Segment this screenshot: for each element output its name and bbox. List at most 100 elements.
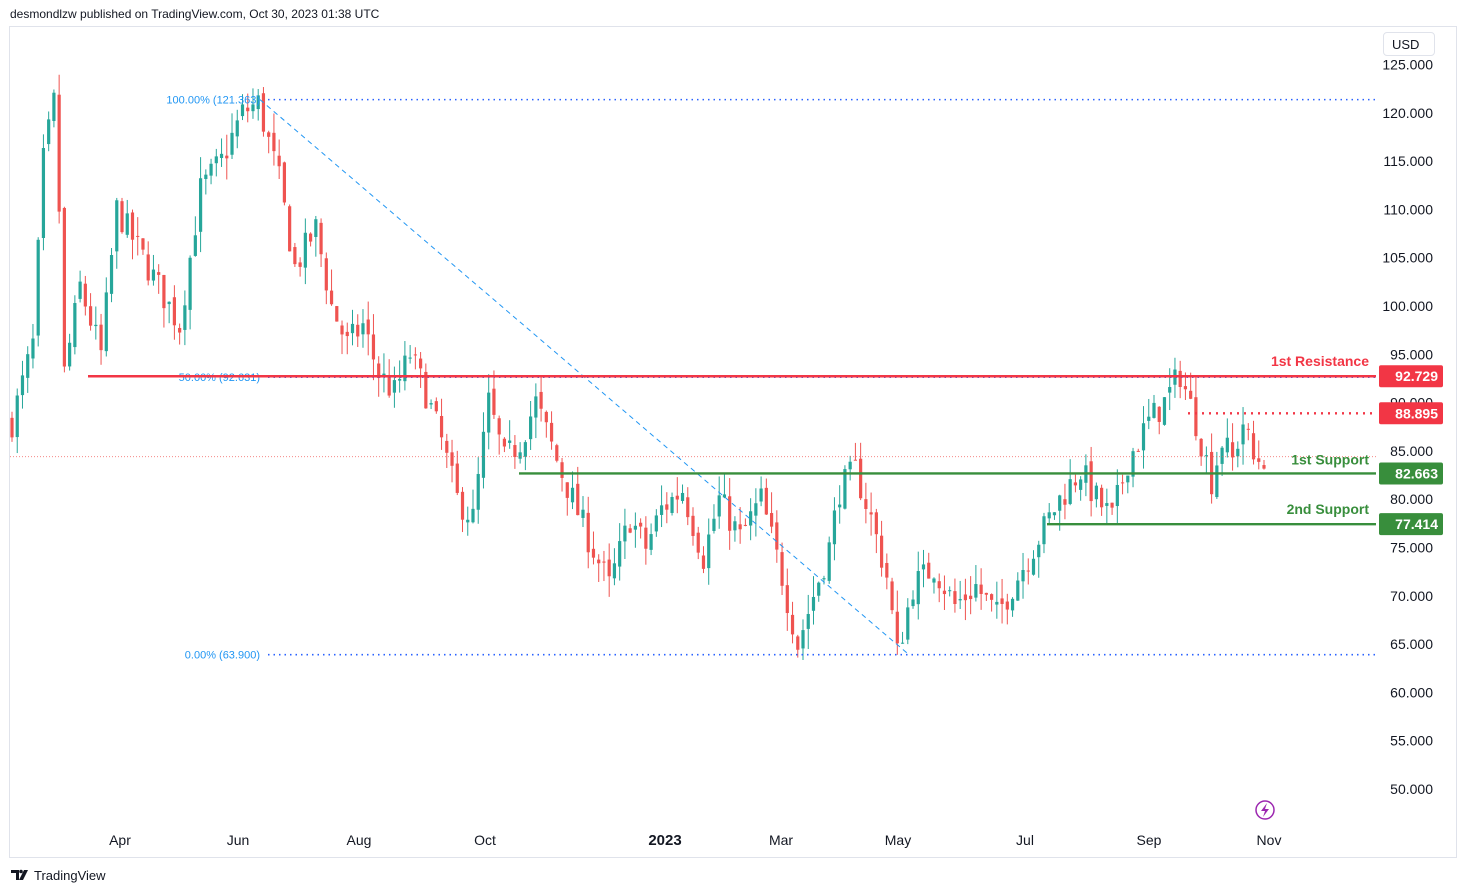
candle-body [424,371,428,409]
candle-body [1063,499,1067,505]
candle-body [602,561,606,563]
candle-body [78,281,82,299]
y-tick-label: 110.000 [1383,201,1433,217]
candle-body [460,491,465,520]
candle-body [1089,461,1093,502]
currency-selector[interactable]: USD [1383,32,1435,56]
level-name-label: 1st Support [1291,451,1369,467]
candle-body [560,462,564,478]
candle-body [769,513,774,527]
candle-body [549,422,554,442]
candle-body [806,614,810,629]
price-axis-badge-label: 82.663 [1395,465,1438,481]
candle-body [41,148,46,238]
candle-body [1105,503,1109,506]
candle-body [759,488,763,502]
candle-body [387,376,391,396]
x-tick-label: 2023 [648,832,681,849]
candle-body [382,373,386,376]
candle-body [984,592,988,595]
candle-body [88,306,93,326]
candle-body [466,519,470,523]
candle-body [172,297,176,326]
y-tick-label: 65.000 [1390,636,1433,652]
candle-body [1115,484,1119,507]
candle-body [670,497,674,513]
candle-body [722,494,727,498]
candle-body [20,375,25,396]
candle-body [969,595,973,600]
chart-frame [9,26,1457,858]
candle-body [272,132,276,152]
candle-body [895,611,899,644]
candle-body [47,119,51,145]
candle-body [838,504,842,508]
candle-body [256,95,260,110]
publisher-line: desmondlzw published on TradingView.com,… [10,7,380,21]
candle-body [639,522,643,527]
candle-body [439,415,444,438]
candle-body [1199,438,1203,457]
candle-body [120,201,124,233]
candle-body [754,503,758,516]
candle-body [1021,570,1025,582]
candle-body [36,239,40,336]
x-tick-label: May [885,832,911,848]
candle-body [932,578,936,583]
candle-body [712,518,716,531]
candle-body [319,222,323,255]
x-tick-label: Jul [1016,832,1034,848]
candle-body [853,459,857,461]
candle-body [487,392,491,433]
candle-body [832,510,837,545]
candle-body [827,542,831,581]
candle-body [659,505,664,515]
candle-body [240,104,245,117]
candle-body [675,495,679,500]
candle-body [597,559,601,564]
candle-body [288,206,292,252]
candle-body [738,524,742,530]
y-tick-label: 80.000 [1390,491,1433,507]
candle-body [293,247,297,265]
candle-body [136,235,140,237]
candle-body [1220,447,1224,464]
candle-body [1225,437,1229,453]
candle-body [209,163,213,176]
y-tick-label: 85.000 [1390,443,1433,459]
candle-body [1016,580,1020,601]
price-axis-badge [1379,365,1443,388]
candle-body [429,403,433,405]
candle-body [680,492,685,501]
footer-brand[interactable]: TradingView [10,866,106,884]
candle-body [73,303,77,348]
candle-body [707,534,711,569]
candle-body [230,132,234,155]
candle-body [1047,512,1051,519]
candle-body [1157,406,1161,422]
candle-body [644,527,648,549]
candle-body [324,258,328,291]
candle-body [696,532,700,553]
candle-body [764,487,768,515]
candle-body [811,596,816,611]
candle-body [822,578,826,580]
candle-body [623,525,627,542]
candle-body [1246,428,1250,430]
candle-body [995,601,999,605]
candle-body [633,525,637,530]
candle-body [1257,458,1261,462]
candle-body [1037,544,1041,558]
x-tick-label: Mar [769,832,793,848]
candle-body [1073,482,1078,486]
candle-body [178,327,182,333]
candle-body [130,212,135,240]
y-tick-label: 50.000 [1390,781,1433,797]
candle-body [848,461,852,470]
level-name-label: 2nd Support [1287,501,1370,517]
candle-body [749,511,753,526]
candle-body [151,269,156,281]
y-tick-label: 55.000 [1390,733,1433,749]
candle-body [1251,433,1256,460]
